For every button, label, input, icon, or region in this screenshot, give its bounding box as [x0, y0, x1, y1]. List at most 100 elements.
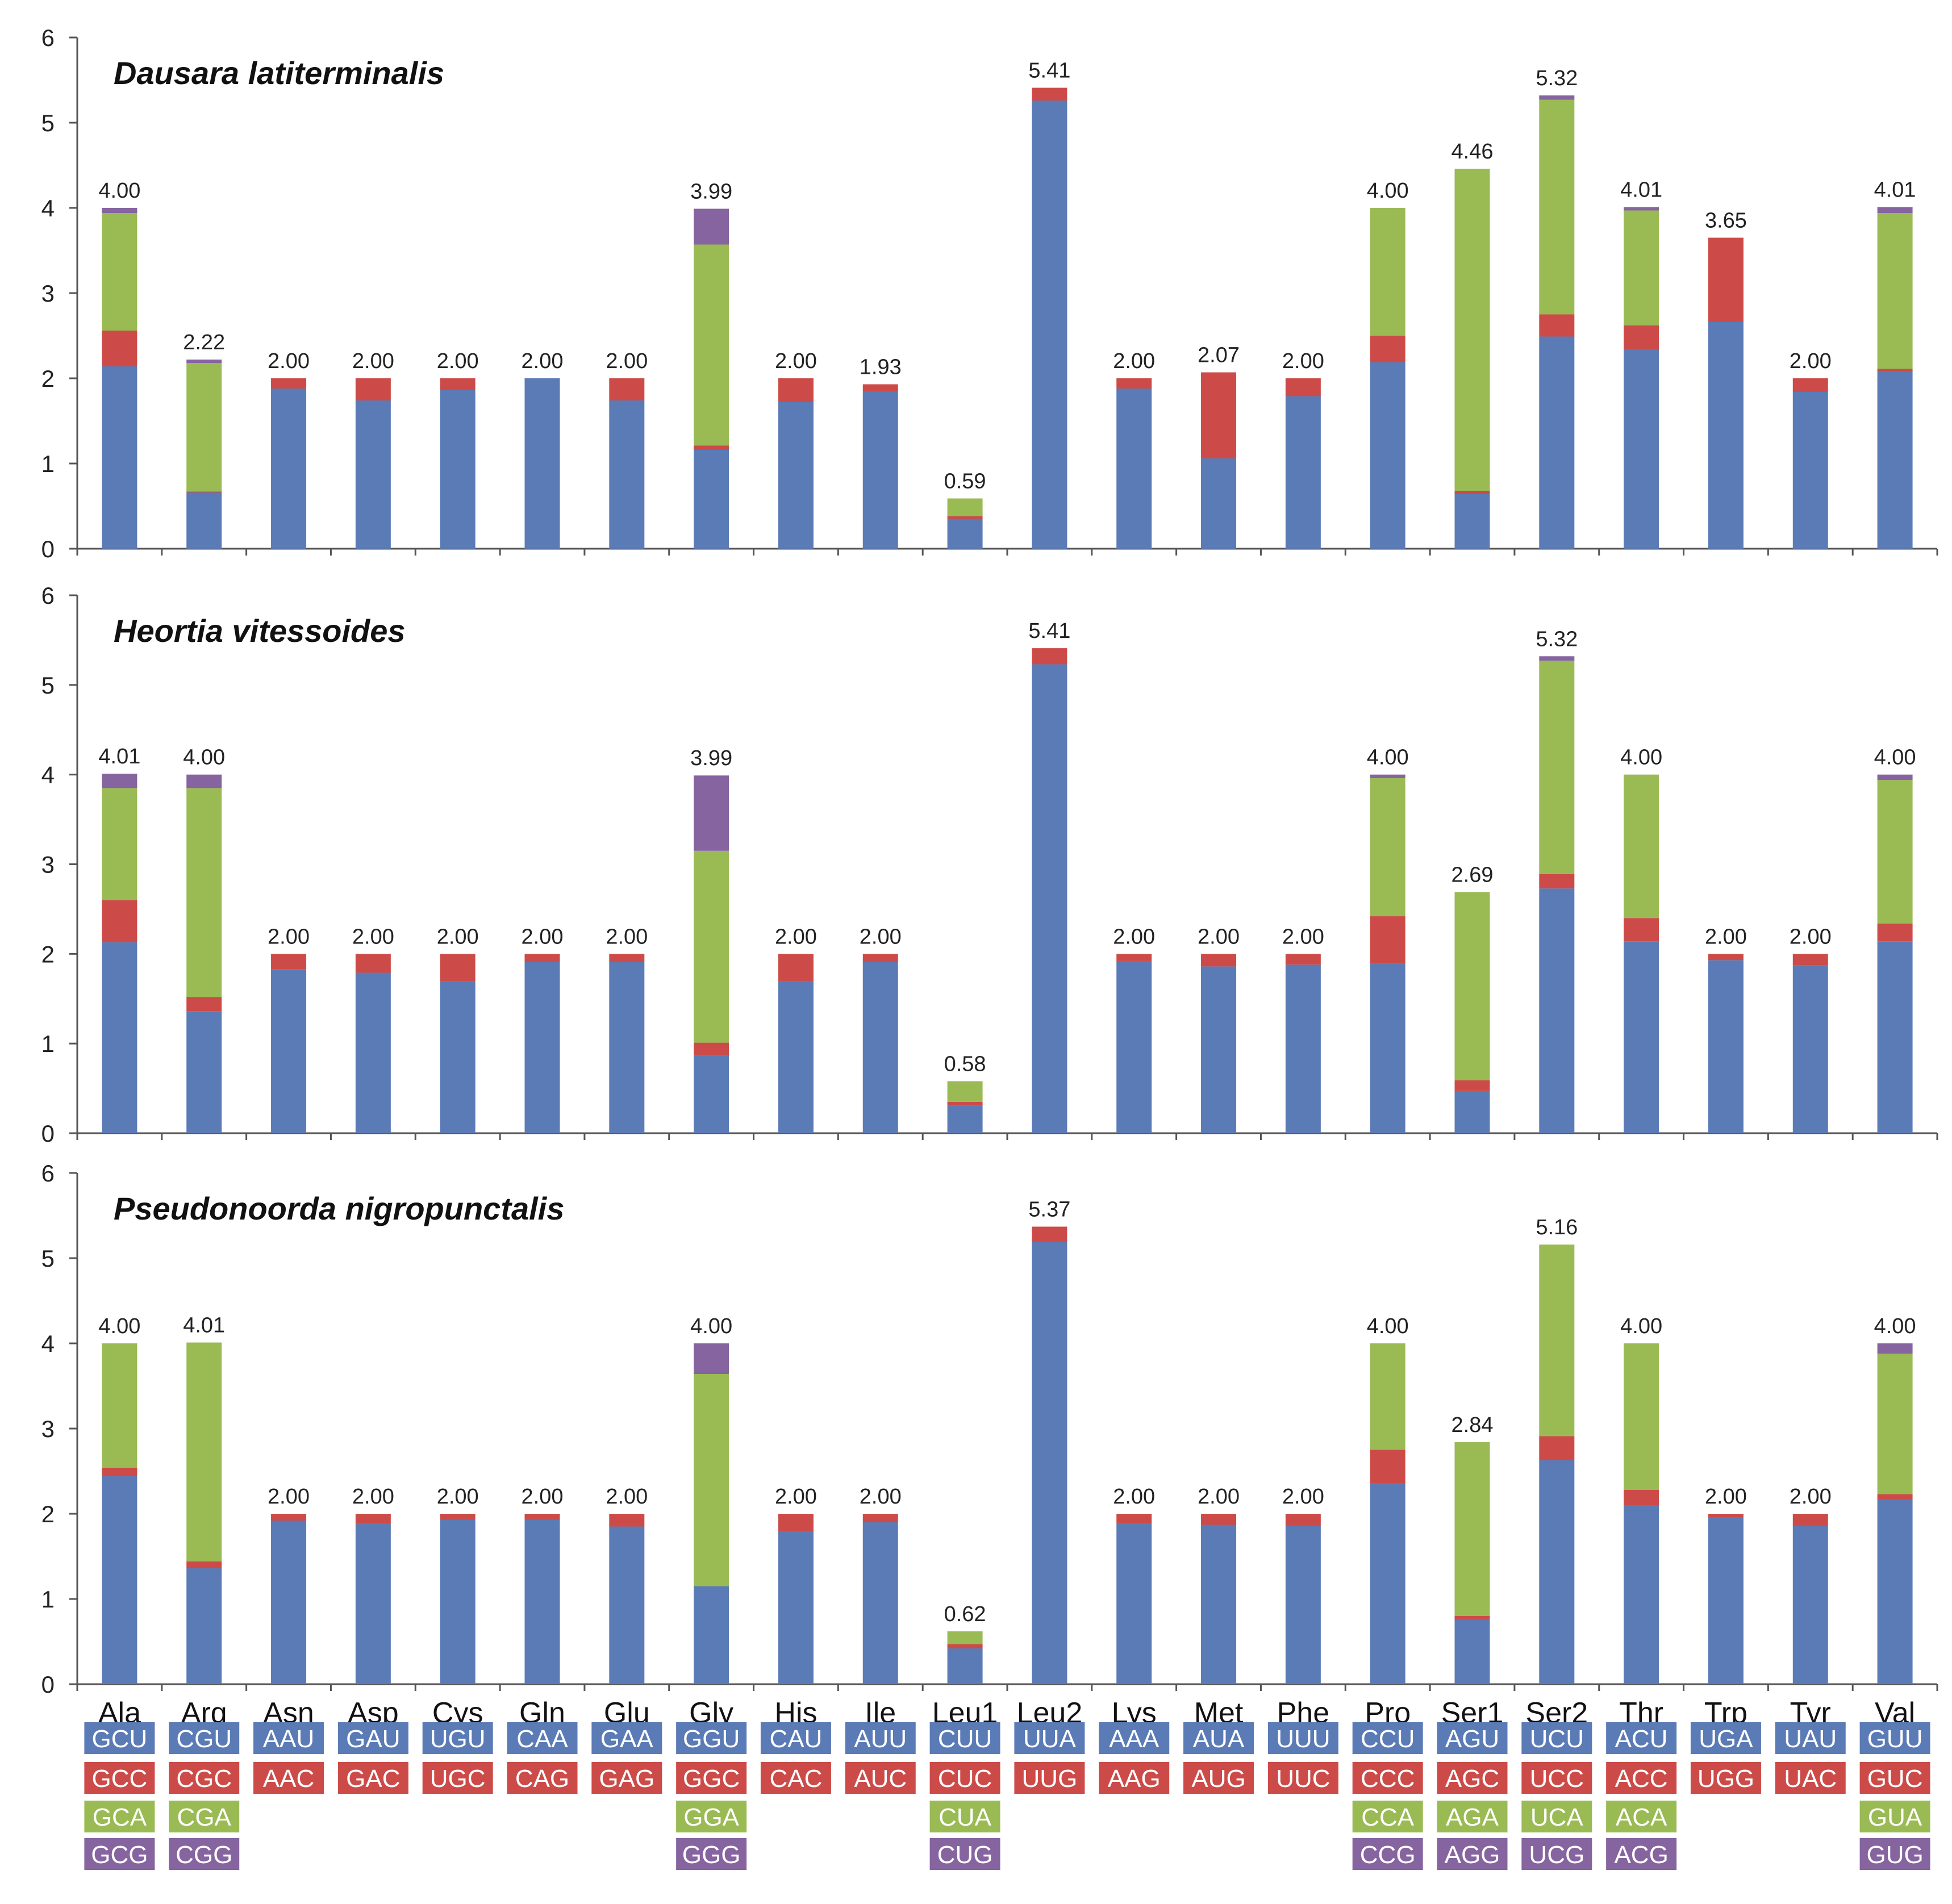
data-label-asp: 2.00 [352, 925, 394, 949]
bar-leu2-segment-1 [1032, 101, 1067, 549]
codon-label: AGA [1446, 1803, 1499, 1831]
data-label-gly: 3.99 [690, 746, 732, 770]
bar-pro-segment-2 [1370, 1450, 1405, 1483]
bar-ile-segment-1 [862, 1522, 898, 1684]
bar-arg-segment-1 [186, 1568, 222, 1684]
codon-box [845, 1722, 916, 1754]
bar-gly-segment-1 [694, 1586, 729, 1684]
bar-leu1-segment-1 [947, 519, 983, 549]
data-label-tyr: 2.00 [1790, 1485, 1832, 1509]
codon-label: UGA [1699, 1725, 1753, 1753]
codon-box [1775, 1762, 1846, 1794]
panel-title: Dausara latiterminalis [114, 55, 444, 91]
bar-phe-segment-1 [1285, 964, 1321, 1133]
panel-2: 0 1 2 3 4 5 6 4.01 4.00 2.00 2.00 2.00 2.00 2.00 3.99 2… [41, 582, 1938, 1147]
bar-ser1-segment-2 [1454, 1616, 1490, 1619]
bar-glu-segment-2 [609, 954, 645, 962]
bar-pro-segment-2 [1370, 336, 1405, 362]
data-label-asn: 2.00 [268, 1485, 310, 1509]
bar-trp-segment-1 [1708, 960, 1744, 1133]
data-label-asn: 2.00 [268, 349, 310, 373]
codon-box [1437, 1722, 1508, 1754]
bar-phe-segment-2 [1285, 378, 1321, 396]
bar-asn-segment-2 [271, 954, 307, 970]
data-label-trp: 2.00 [1705, 1485, 1747, 1509]
data-label-trp: 2.00 [1705, 925, 1747, 949]
bar-leu1-segment-1 [947, 1105, 983, 1133]
bar-val-segment-2 [1877, 369, 1913, 371]
bar-val-segment-4 [1877, 1343, 1913, 1354]
y-tick-label: 6 [41, 1160, 55, 1187]
codon-label: UUC [1276, 1765, 1330, 1793]
codon-label: ACG [1614, 1841, 1668, 1869]
bar-pro-segment-4 [1370, 774, 1405, 778]
codon-label: CCA [1361, 1803, 1415, 1831]
data-label-ile: 2.00 [860, 1485, 902, 1509]
codon-label: GUA [1868, 1803, 1922, 1831]
bar-met-segment-1 [1201, 966, 1237, 1133]
bar-his-segment-2 [778, 378, 814, 402]
bar-arg-segment-3 [186, 363, 222, 492]
bar-ser2-segment-2 [1539, 874, 1575, 889]
codon-label: GGG [682, 1841, 741, 1869]
bar-thr-segment-1 [1624, 941, 1659, 1133]
codon-box [676, 1838, 747, 1870]
bar-gly-segment-2 [694, 1042, 729, 1055]
bar-leu2-segment-2 [1032, 648, 1067, 665]
codon-label: CGG [176, 1841, 232, 1869]
bar-leu2-segment-2 [1032, 1226, 1067, 1242]
codon-box [1606, 1838, 1677, 1870]
codon-label: GAG [599, 1765, 654, 1793]
bar-val-segment-4 [1877, 207, 1913, 213]
bar-val-segment-1 [1877, 941, 1913, 1133]
codon-box [507, 1722, 578, 1754]
codon-label: AAC [263, 1765, 314, 1793]
bar-glu-segment-1 [609, 962, 645, 1133]
bar-ala-segment-4 [102, 774, 137, 788]
codon-label: GAU [346, 1725, 400, 1753]
data-label-thr: 4.01 [1620, 178, 1662, 202]
codon-box [169, 1838, 240, 1870]
codon-label: AUG [1191, 1765, 1245, 1793]
bar-tyr-segment-1 [1792, 965, 1828, 1133]
bar-cys-segment-1 [440, 982, 476, 1133]
codon-box [1183, 1762, 1254, 1794]
bar-ser2-segment-2 [1539, 1436, 1575, 1460]
codon-box [1437, 1762, 1508, 1794]
y-tick-label: 4 [41, 762, 55, 788]
data-label-asp: 2.00 [352, 349, 394, 373]
codon-label: AUC [854, 1765, 907, 1793]
bar-gly-segment-3 [694, 1374, 729, 1586]
bar-thr-segment-2 [1624, 918, 1659, 942]
bar-glu-segment-1 [609, 1526, 645, 1684]
bar-ala-segment-1 [102, 942, 137, 1133]
bar-tyr-segment-1 [1792, 392, 1828, 549]
bar-met-segment-2 [1201, 954, 1237, 967]
data-label-gln: 2.00 [522, 925, 564, 949]
data-label-gly: 3.99 [690, 180, 732, 204]
bar-thr-segment-1 [1624, 349, 1659, 549]
bar-ser1-segment-1 [1454, 494, 1490, 549]
data-label-cys: 2.00 [437, 925, 479, 949]
codon-label: UCC [1530, 1765, 1584, 1793]
bar-pro-segment-2 [1370, 916, 1405, 963]
data-label-ser1: 2.84 [1452, 1413, 1494, 1437]
bar-leu1-segment-2 [947, 516, 983, 519]
bar-asn-segment-1 [271, 389, 307, 549]
bar-thr-segment-3 [1624, 1343, 1659, 1490]
codon-label: CCU [1361, 1725, 1415, 1753]
codon-label: GCC [92, 1765, 148, 1793]
bar-ala-segment-2 [102, 331, 137, 366]
codon-box [84, 1801, 155, 1832]
bar-leu2-segment-1 [1032, 1242, 1067, 1684]
bar-asn-segment-2 [271, 1514, 307, 1521]
bar-ser1-segment-2 [1454, 491, 1490, 494]
codon-label: CUG [937, 1841, 993, 1869]
bar-lys-segment-2 [1116, 378, 1152, 389]
bar-glu-segment-1 [609, 400, 645, 549]
codon-box [1099, 1762, 1170, 1794]
bar-val-segment-3 [1877, 213, 1913, 369]
bar-val-segment-3 [1877, 1354, 1913, 1494]
bar-ala-segment-1 [102, 1476, 137, 1684]
codon-box [676, 1762, 747, 1794]
